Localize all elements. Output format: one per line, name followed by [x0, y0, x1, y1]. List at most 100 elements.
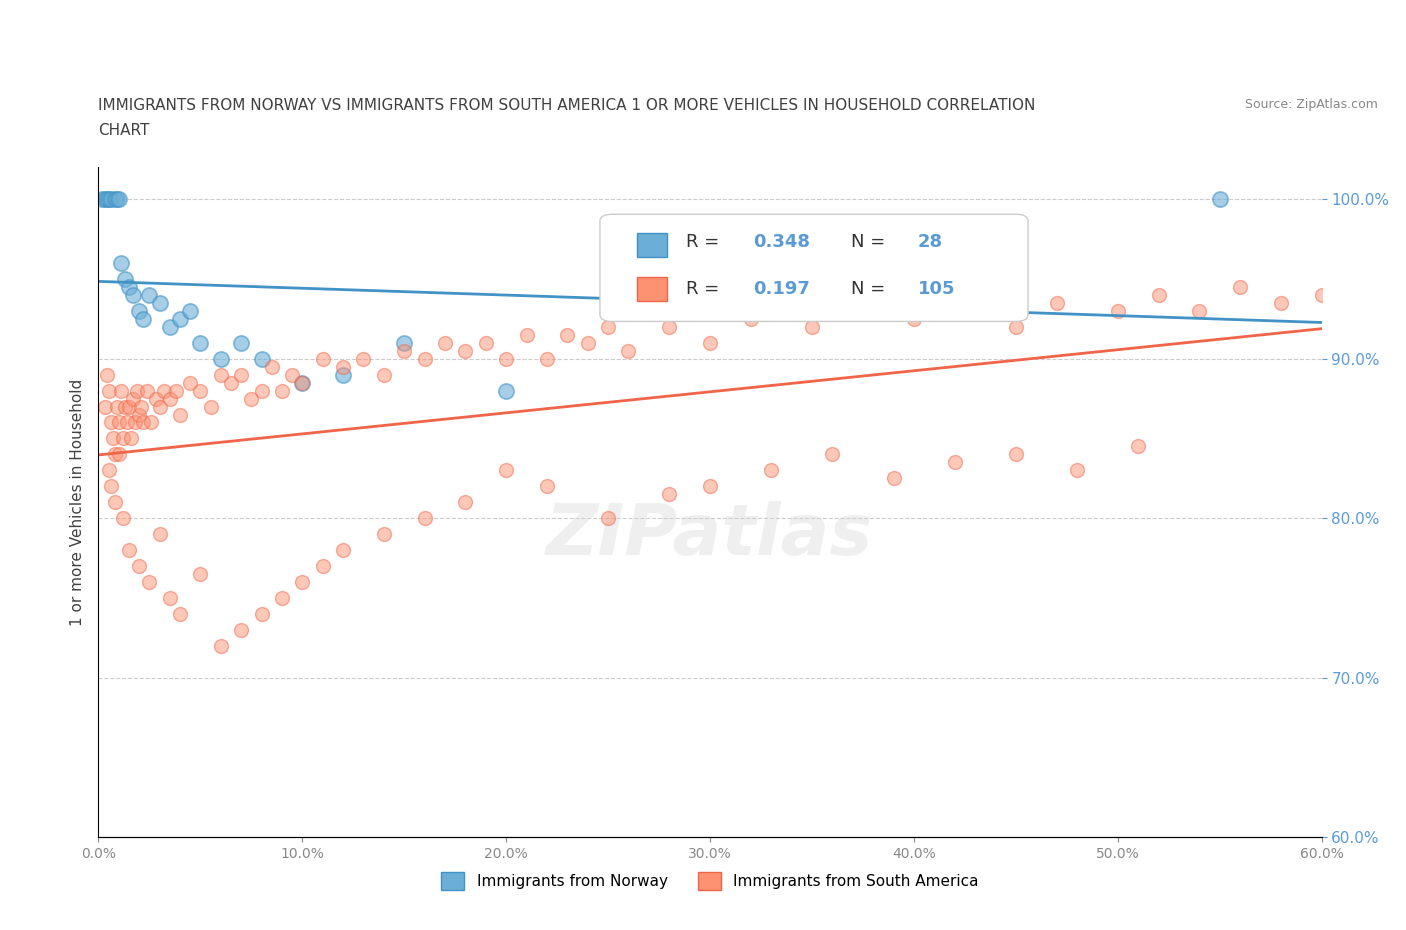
Point [250, 606, 273, 621]
Point [93, 192, 115, 206]
Point [149, 296, 172, 311]
Point [516, 327, 538, 342]
Text: 105: 105 [918, 280, 956, 298]
Point [96, 192, 118, 206]
Point [152, 383, 174, 398]
Text: 0.348: 0.348 [752, 233, 810, 251]
Point [240, 392, 263, 406]
Point [943, 455, 966, 470]
Point [127, 383, 149, 398]
Point [740, 312, 762, 326]
Point [96, 367, 118, 382]
Point [200, 399, 222, 414]
Legend: Immigrants from Norway, Immigrants from South America: Immigrants from Norway, Immigrants from … [436, 866, 984, 897]
Point [1066, 463, 1088, 478]
Point [118, 280, 141, 295]
Point [862, 303, 884, 318]
Point [454, 343, 477, 358]
Point [145, 392, 167, 406]
FancyBboxPatch shape [637, 233, 668, 257]
Point [1229, 280, 1251, 295]
Point [91, 192, 114, 206]
Point [332, 359, 354, 374]
Text: Source: ZipAtlas.com: Source: ZipAtlas.com [1244, 98, 1378, 111]
Point [617, 343, 640, 358]
Point [110, 256, 132, 271]
Point [141, 415, 163, 430]
Point [495, 352, 517, 366]
Point [903, 312, 925, 326]
Point [120, 431, 142, 445]
Point [474, 336, 498, 351]
Point [100, 192, 122, 206]
Point [1004, 447, 1026, 462]
Point [219, 375, 242, 390]
Point [373, 526, 395, 541]
Point [1004, 319, 1026, 334]
Point [1128, 439, 1150, 454]
Point [114, 399, 136, 414]
Point [111, 511, 134, 525]
Point [291, 575, 314, 590]
Point [122, 287, 145, 302]
Point [114, 272, 136, 286]
Point [413, 511, 436, 525]
Point [124, 415, 146, 430]
Point [115, 415, 138, 430]
Text: R =: R = [686, 233, 724, 251]
Text: 28: 28 [918, 233, 943, 251]
Point [231, 622, 253, 637]
Point [536, 352, 558, 366]
Point [576, 336, 599, 351]
Point [159, 392, 181, 406]
Point [122, 392, 145, 406]
Point [495, 463, 517, 478]
Point [149, 526, 172, 541]
Point [108, 192, 131, 206]
Point [105, 192, 128, 206]
Point [658, 486, 681, 501]
Point [100, 415, 122, 430]
Point [209, 352, 232, 366]
Point [260, 359, 283, 374]
Point [413, 352, 436, 366]
Point [179, 303, 201, 318]
Point [100, 479, 122, 494]
Point [454, 495, 477, 510]
Point [169, 407, 191, 422]
Point [188, 566, 212, 581]
Point [1107, 303, 1129, 318]
Point [759, 463, 782, 478]
Point [118, 399, 141, 414]
Point [188, 336, 212, 351]
Point [128, 559, 150, 574]
Text: N =: N = [851, 280, 890, 298]
FancyBboxPatch shape [637, 277, 668, 300]
Point [138, 287, 160, 302]
Point [270, 591, 294, 605]
Point [159, 591, 181, 605]
Point [104, 495, 127, 510]
Point [188, 383, 212, 398]
Point [250, 383, 273, 398]
Point [97, 383, 120, 398]
Point [291, 375, 314, 390]
Point [801, 319, 824, 334]
Text: N =: N = [851, 233, 890, 251]
Point [101, 431, 124, 445]
Point [97, 192, 120, 206]
Point [108, 447, 131, 462]
Point [136, 383, 159, 398]
Point [129, 399, 152, 414]
Point [281, 367, 304, 382]
Point [596, 511, 619, 525]
Point [209, 638, 232, 653]
Point [1147, 287, 1170, 302]
Point [596, 319, 619, 334]
Point [231, 336, 253, 351]
Point [159, 319, 181, 334]
Point [97, 463, 120, 478]
Point [138, 575, 160, 590]
Point [373, 367, 395, 382]
Point [169, 312, 191, 326]
